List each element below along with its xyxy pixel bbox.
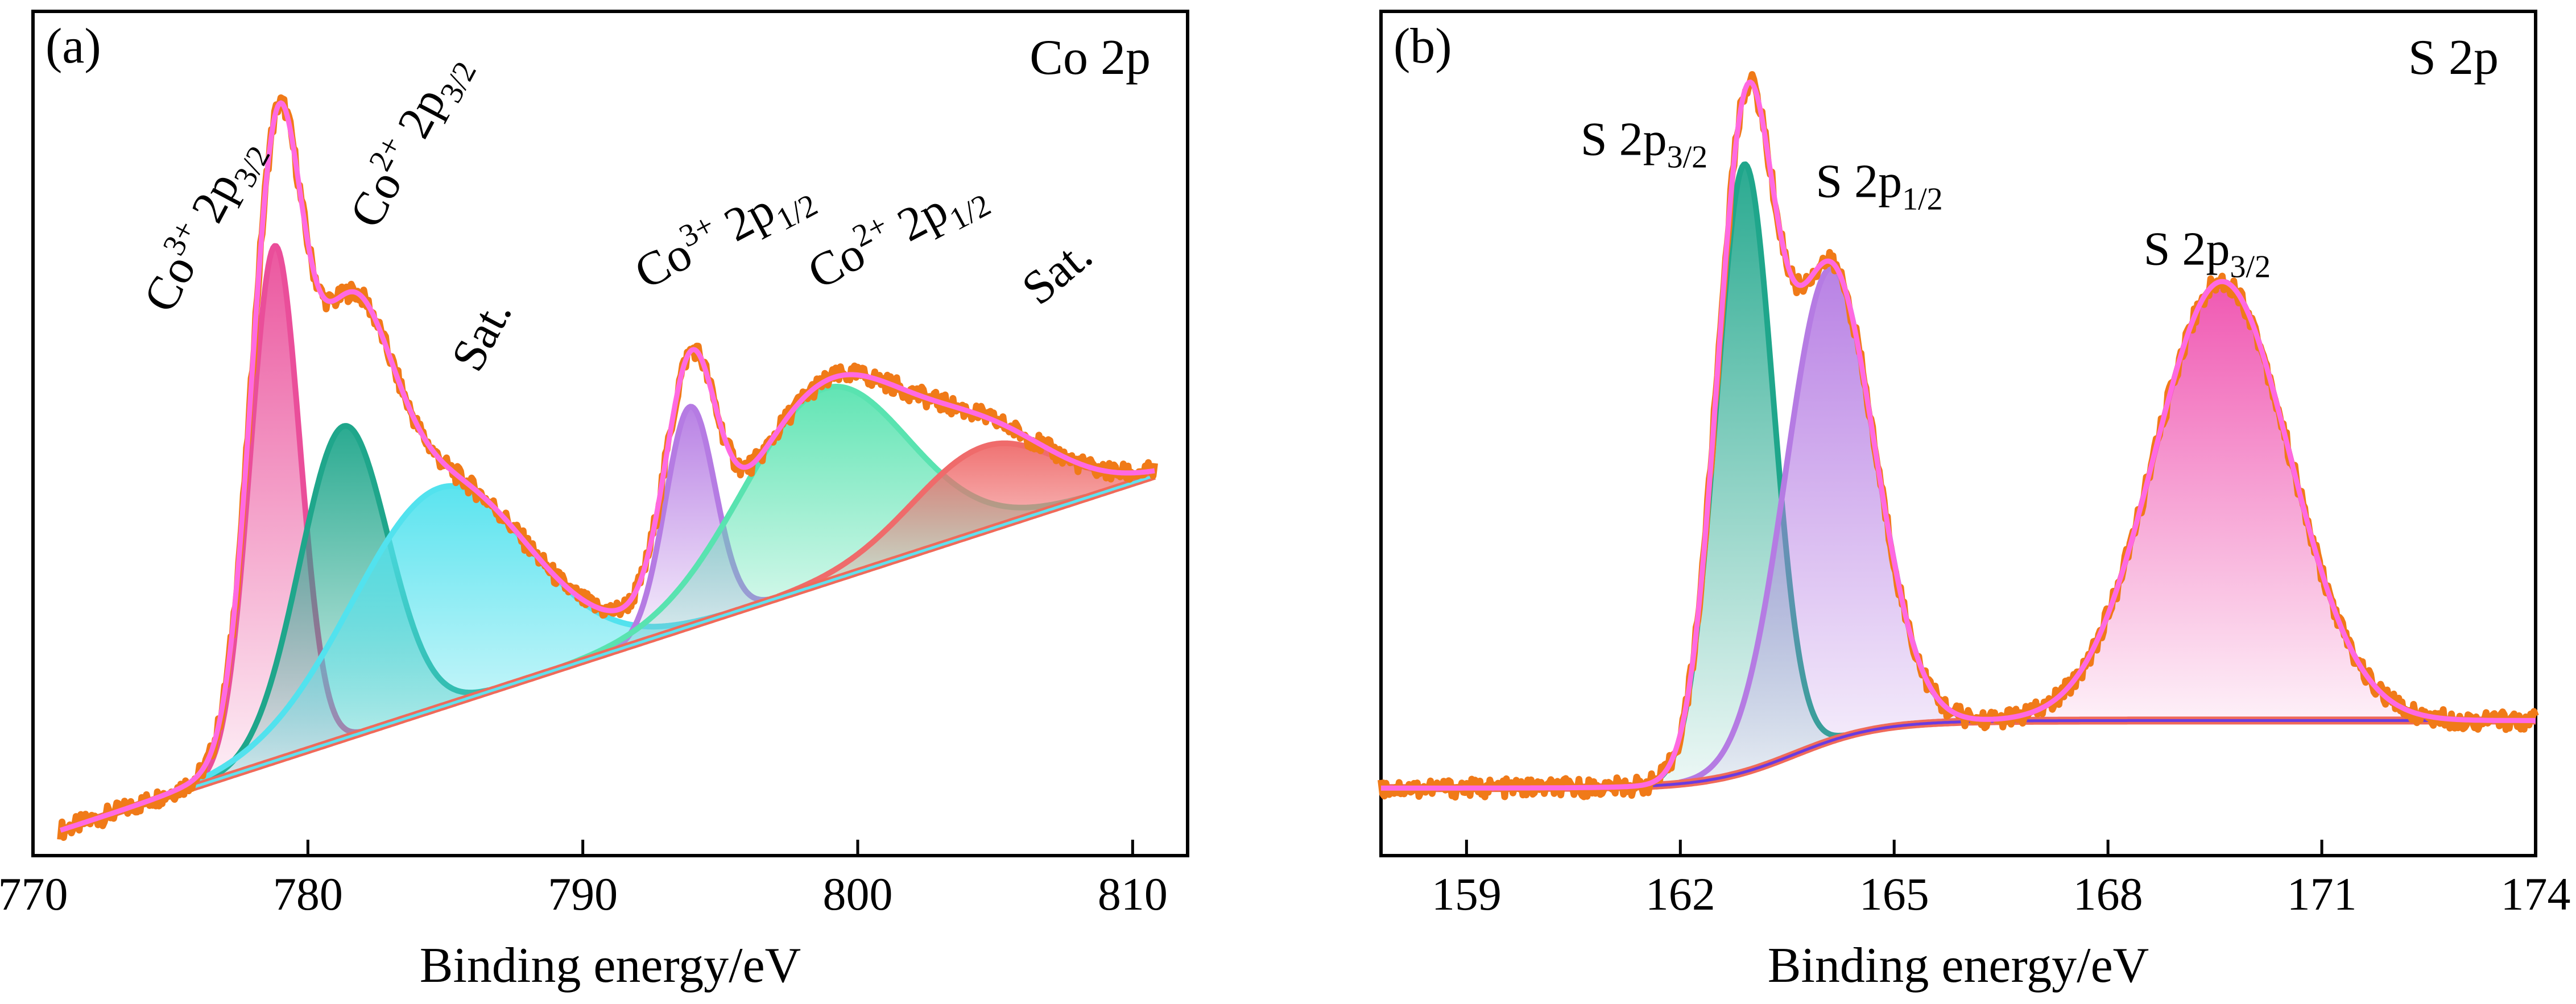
peak-annotation: Sat. [1012,228,1102,316]
peak-annotation: S 2p1/2 [1816,155,1942,217]
envelope-fit [1380,79,2537,791]
panel-a: 770 780 790 800 810 Binding energy/eV (a) Co 2p… [0,10,1189,993]
panel-label: (a) [46,19,101,74]
envelope-fit [59,100,1156,833]
x-tick-label: 171 [2287,868,2357,920]
panel-title: Co 2p [1029,30,1151,85]
panel-b: 159 162 165 168 171 174 Binding energy/eV (b) S … [1378,10,2571,993]
x-tick-label: 174 [2501,868,2571,920]
component-fill [157,486,722,799]
plot-frame [31,10,1189,857]
plot-frame [1379,10,2537,857]
component-peak [156,483,723,800]
x-axis-label: Binding energy/eV [1768,938,2149,993]
x-tick-label: 800 [823,868,893,920]
x-tick-label: 790 [548,868,618,920]
background-line-outer [1381,716,2536,793]
x-axis-label: Binding energy/eV [420,938,801,993]
x-tick-label: 168 [2073,868,2143,920]
peak-annotation: Co2+ 2p1/2 [797,160,997,308]
component-fill [1679,268,1982,784]
peak-annotation: Sat. [441,290,522,379]
x-tick-label: 159 [1432,868,1502,920]
x-tick-label: 165 [1859,868,1929,920]
peak-annotation: S 2p3/2 [2144,223,2271,285]
panel-label: (b) [1394,19,1452,74]
peak-annotation: Co2+ 2p3/2 [336,42,483,240]
component-fill [564,387,1086,667]
component-fill [778,443,1155,598]
x-tick-label: 770 [0,868,68,920]
peak-annotation: Co3+ 2p1/2 [625,160,824,308]
x-tick-label: 162 [1645,868,1715,920]
panel-title: S 2p [2408,30,2499,85]
background-line [60,474,1155,832]
x-tick-label: 780 [273,868,343,920]
background-line [1381,719,2536,790]
peak-annotation: S 2p3/2 [1581,113,1707,175]
component-fill [1991,281,2453,721]
x-tick-label: 810 [1098,868,1168,920]
